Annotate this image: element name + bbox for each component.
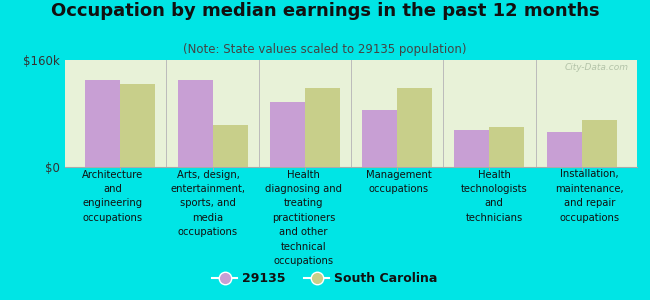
Text: treating: treating [283, 198, 323, 208]
Text: Installation,: Installation, [560, 169, 619, 179]
Text: occupations: occupations [83, 213, 143, 223]
Text: sports, and: sports, and [180, 198, 236, 208]
Text: practitioners: practitioners [272, 213, 335, 223]
Text: and: and [484, 198, 504, 208]
Text: entertainment,: entertainment, [170, 184, 246, 194]
Text: maintenance,: maintenance, [555, 184, 623, 194]
Bar [305, 88, 340, 166]
Text: engineering: engineering [83, 198, 143, 208]
Text: Architecture: Architecture [82, 169, 143, 179]
Text: and repair: and repair [564, 198, 615, 208]
Text: Occupation by median earnings in the past 12 months: Occupation by median earnings in the pas… [51, 2, 599, 20]
Text: technologists: technologists [461, 184, 527, 194]
Text: Management: Management [366, 169, 432, 179]
Bar [85, 80, 120, 166]
Bar [270, 102, 305, 167]
Text: (Note: State values scaled to 29135 population): (Note: State values scaled to 29135 popu… [183, 44, 467, 56]
Bar [120, 84, 155, 166]
Legend: 29135, South Carolina: 29135, South Carolina [207, 267, 443, 290]
Text: occupations: occupations [178, 227, 238, 237]
Bar [489, 127, 525, 166]
Text: occupations: occupations [559, 213, 619, 223]
Text: Health: Health [478, 169, 510, 179]
Text: and other: and other [279, 227, 328, 237]
Text: technical: technical [281, 242, 326, 251]
Bar [362, 110, 397, 166]
Bar [582, 120, 617, 166]
Bar [177, 80, 213, 166]
Text: Health: Health [287, 169, 320, 179]
Text: and: and [103, 184, 122, 194]
Bar [454, 130, 489, 167]
Text: City-Data.com: City-Data.com [564, 63, 629, 72]
Text: diagnosing and: diagnosing and [265, 184, 342, 194]
Bar [213, 125, 248, 166]
Text: Arts, design,: Arts, design, [177, 169, 239, 179]
Text: occupations: occupations [369, 184, 429, 194]
Text: occupations: occupations [273, 256, 333, 266]
Text: technicians: technicians [465, 213, 523, 223]
Bar [547, 132, 582, 166]
Text: media: media [192, 213, 224, 223]
Bar [397, 88, 432, 166]
